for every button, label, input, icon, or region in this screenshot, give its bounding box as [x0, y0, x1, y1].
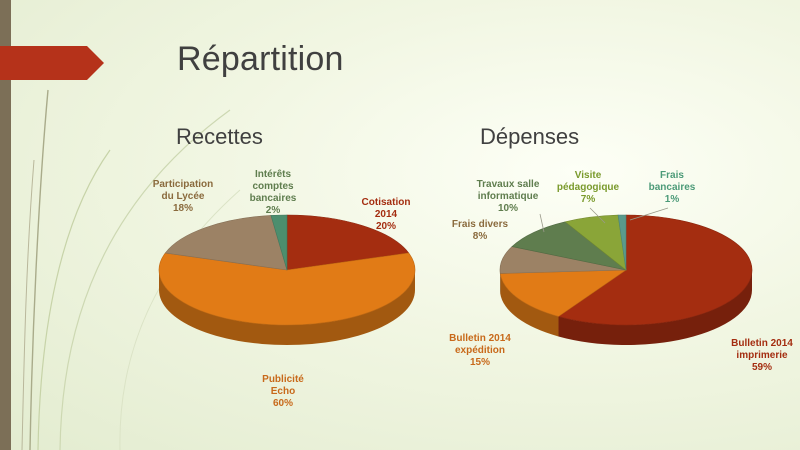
- chart-title-recettes: Recettes: [176, 124, 263, 149]
- pie-recettes-label-1: Publicité Echo 60%: [262, 374, 304, 409]
- pie-recettes-label-2: Participation du Lycée 18%: [153, 179, 214, 214]
- pie-recettes-slice-0: [286, 214, 410, 271]
- pie-recettes-slice-2: [164, 215, 288, 271]
- pie-recettes-label-0: Cotisation 2014 20%: [362, 197, 411, 232]
- left-accent-bar: [0, 0, 11, 450]
- pie-recettes-slice-1: [158, 252, 416, 326]
- chart-title-depenses: Dépenses: [480, 124, 580, 149]
- pie-depenses-slice-side-1: [500, 273, 559, 337]
- pie-depenses-leader-line-2: [629, 207, 669, 221]
- pie-chart-depenses: Bulletin 2014 imprimerie 59% Bulletin 2014 e…: [449, 170, 793, 373]
- pie-depenses-leader-line-1: [589, 207, 606, 224]
- pie-depenses-leader-line-0: [539, 213, 545, 233]
- slide-title: Répartition: [177, 40, 344, 78]
- pie-recettes-label-3: Intérêts comptes bancaires 2%: [250, 169, 297, 216]
- pie-depenses-slice-5: [617, 214, 627, 271]
- pie-depenses-slice-0: [557, 214, 753, 326]
- pie-depenses-label-0: Bulletin 2014 imprimerie 59%: [731, 338, 793, 373]
- pie-depenses-label-3: Travaux salle informatique 10%: [477, 179, 540, 214]
- pie-depenses-label-2: Frais divers 8%: [452, 219, 509, 242]
- pie-chart-recettes: Cotisation 2014 20% Publicité Echo 60% Partici…: [153, 169, 416, 409]
- pie-depenses-label-5: Frais bancaires 1%: [649, 170, 696, 205]
- pie-recettes-slice-3: [270, 214, 288, 271]
- pie-depenses-slice-1: [499, 269, 628, 317]
- pie-depenses-slice-side-0: [558, 270, 752, 345]
- pie-depenses-label-1: Bulletin 2014 expédition 15%: [449, 333, 511, 368]
- pie-recettes-slice-side-1: [159, 270, 415, 345]
- pie-depenses-slice-3: [511, 221, 627, 271]
- pie-depenses-label-4: Visite pédagogique 7%: [557, 170, 620, 205]
